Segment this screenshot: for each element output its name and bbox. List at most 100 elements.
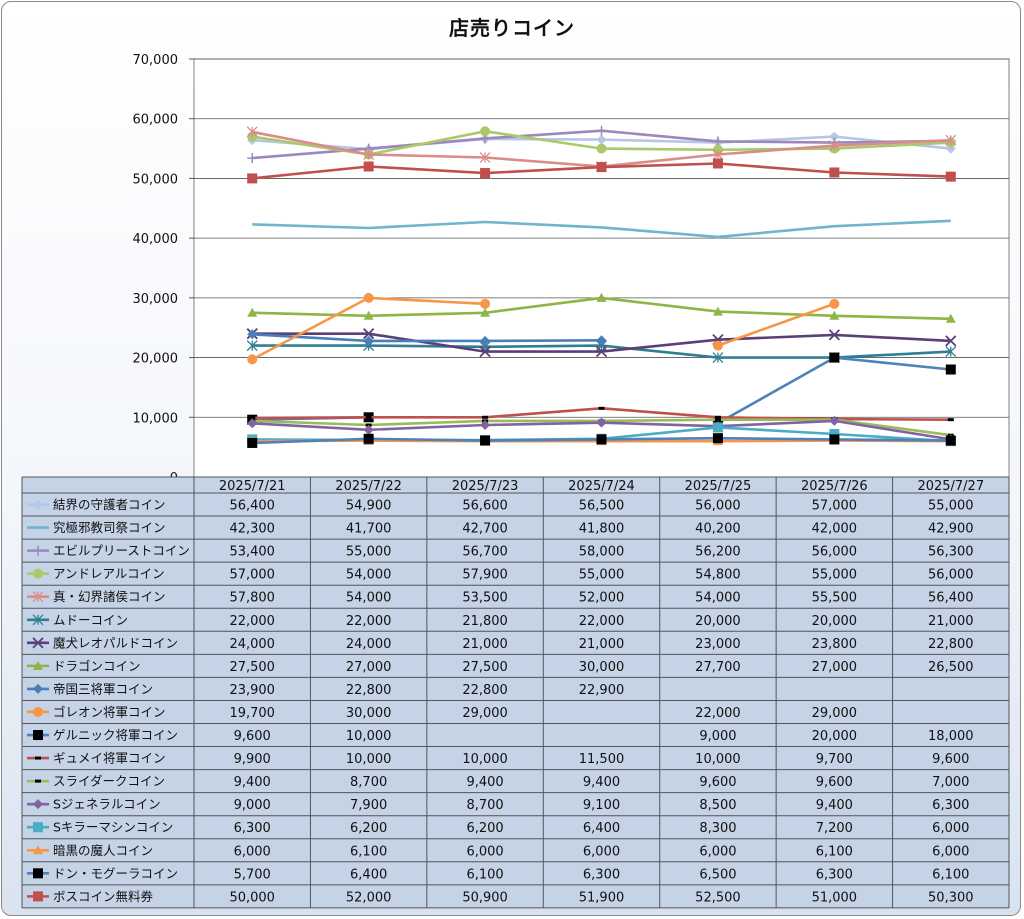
marker-circle	[33, 706, 43, 717]
marker-x	[828, 329, 840, 341]
marker-square	[33, 730, 43, 741]
series-label: ドン・モグーラコイン	[53, 866, 178, 881]
legend-key	[27, 568, 49, 579]
marker-square	[33, 822, 43, 833]
data-label: 9,000	[234, 798, 271, 813]
marker-square	[712, 158, 723, 169]
marker-diamond	[596, 417, 607, 428]
series-label: ゲルニック将軍コイン	[53, 728, 178, 743]
data-label: 21,000	[462, 637, 508, 652]
data-label: 52,000	[346, 890, 392, 905]
data-label: 50,900	[462, 890, 508, 905]
data-label: 22,800	[928, 637, 974, 652]
data-label: 6,300	[932, 798, 969, 813]
data-label: 56,000	[812, 545, 858, 560]
marker-diamond	[596, 335, 607, 346]
series-2	[252, 219, 951, 239]
data-label: 10,000	[346, 752, 392, 767]
data-label: 7,000	[932, 775, 969, 790]
data-label: 9,400	[816, 798, 853, 813]
data-label: 5,700	[234, 867, 271, 882]
series-10	[247, 292, 840, 365]
data-label: 51,900	[579, 890, 625, 905]
data-label: 54,800	[695, 568, 741, 583]
marker-square	[829, 352, 840, 363]
data-label: 10,000	[462, 752, 508, 767]
data-label: 23,000	[695, 637, 741, 652]
data-label: 22,000	[346, 614, 392, 629]
data-label: 27,500	[229, 660, 275, 675]
marker-square	[247, 437, 258, 448]
data-label: 41,700	[346, 522, 392, 537]
series-label: 真・幻界諸侯コイン	[53, 589, 166, 604]
marker-circle	[712, 340, 723, 351]
marker-triangle	[712, 306, 723, 316]
data-label: 55,500	[812, 591, 858, 606]
legend-key	[27, 614, 49, 626]
data-label: 24,000	[229, 637, 275, 652]
data-table-grid	[21, 476, 1010, 909]
y-tick-label: 30,000	[133, 292, 179, 307]
series-label: ゴレオン将軍コイン	[53, 704, 166, 719]
marker-diamond	[247, 329, 258, 340]
series-label: ギュメイ将軍コイン	[53, 751, 166, 766]
marker-circle	[363, 292, 374, 303]
data-label: 6,100	[932, 867, 969, 882]
data-label: 22,900	[579, 683, 625, 698]
data-label: 9,100	[583, 798, 620, 813]
marker-triangle	[33, 845, 43, 855]
data-label: 11,500	[579, 752, 625, 767]
data-label: 9,400	[583, 775, 620, 790]
marker-diamond	[480, 420, 491, 431]
marker-diamond	[33, 683, 43, 694]
marker-circle	[33, 568, 43, 579]
legend-key	[27, 868, 49, 879]
legend-key	[27, 891, 49, 902]
data-label: 6,000	[583, 844, 620, 859]
legend-key	[27, 845, 49, 855]
data-label: 6,100	[466, 867, 503, 882]
data-label: 27,700	[695, 660, 741, 675]
data-label: 56,400	[229, 499, 275, 514]
data-label: 6,000	[932, 821, 969, 836]
data-label: 50,300	[928, 890, 974, 905]
data-label: 9,400	[466, 775, 503, 790]
legend-key	[27, 660, 49, 670]
series-label: スライダークコイン	[53, 774, 165, 789]
marker-square	[945, 435, 956, 446]
data-table-background	[22, 477, 1009, 908]
marker-dash	[482, 415, 489, 419]
marker-circle	[247, 354, 258, 365]
data-label: 23,900	[229, 683, 275, 698]
data-label: 7,900	[350, 798, 387, 813]
data-label: 6,100	[350, 844, 387, 859]
marker-dash	[714, 418, 721, 422]
series-label: Sキラーマシンコイン	[53, 820, 173, 835]
plot-area	[193, 58, 1010, 478]
data-label: 57,000	[229, 568, 275, 583]
legend-key	[27, 779, 49, 783]
marker-diamond	[829, 415, 840, 426]
marker-dash	[714, 415, 721, 419]
data-label: 9,600	[699, 775, 736, 790]
data-label: 29,000	[812, 706, 858, 721]
series-label: アンドレアルコイン	[53, 566, 165, 581]
y-tick-label: 20,000	[133, 352, 179, 367]
data-label: 54,000	[346, 568, 392, 583]
marker-triangle	[829, 310, 840, 320]
legend-key	[27, 822, 49, 833]
series-9	[247, 329, 607, 346]
data-label: 56,500	[579, 499, 625, 514]
data-label: 6,200	[466, 821, 503, 836]
x-category-label: 2025/7/22	[335, 479, 402, 494]
legend-key	[27, 756, 49, 760]
data-label: 58,000	[579, 545, 625, 560]
data-label: 6,000	[932, 844, 969, 859]
y-tick-label: 10,000	[133, 411, 179, 426]
y-tick-label: 60,000	[133, 113, 179, 128]
legend-key	[27, 545, 49, 556]
marker-square	[829, 434, 840, 445]
series-18	[247, 158, 956, 184]
data-label: 56,400	[928, 591, 974, 606]
marker-x	[32, 637, 44, 649]
